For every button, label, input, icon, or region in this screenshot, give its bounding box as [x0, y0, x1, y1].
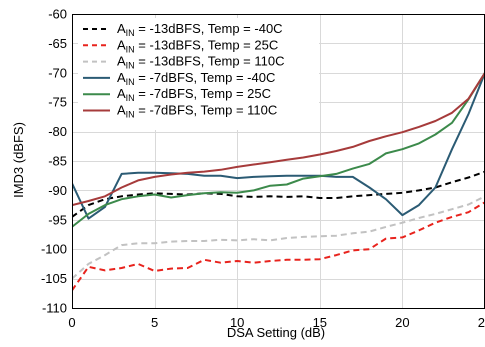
- legend-box: [78, 18, 319, 130]
- x-axis-title: DSA Setting (dB): [227, 325, 325, 340]
- x-tick-label: 0: [68, 315, 75, 330]
- y-tick-label: -90: [48, 183, 67, 198]
- axis-ticks: -110 -105 -100 -95 -90 -85 -80 -75 -70 -65 -60 0 5 10…: [41, 7, 485, 331]
- y-tick-label: -65: [48, 36, 67, 51]
- legend-label: AIN = -13dBFS, Temp = 25C: [117, 37, 278, 54]
- y-tick-label: -70: [48, 65, 67, 80]
- series-line-3: [72, 195, 485, 280]
- y-tick-label: -95: [48, 212, 67, 227]
- x-tick-label: 15: [313, 315, 327, 330]
- y-tick-label: -75: [48, 95, 67, 110]
- x-tick-label: 2: [478, 315, 485, 330]
- series-line-2: [72, 201, 485, 291]
- series-line-1: [72, 170, 485, 218]
- legend-label: AIN = -7dBFS, Temp = 110C: [117, 103, 277, 120]
- series-line-4: [72, 72, 485, 220]
- x-tick-label: 5: [151, 315, 158, 330]
- y-tick-label: -80: [48, 124, 67, 139]
- y-tick-label: -100: [41, 242, 67, 257]
- legend-label: AIN = -7dBFS, Temp = 25C: [117, 86, 271, 103]
- y-tick-label: -110: [42, 301, 67, 316]
- legend-label: AIN = -13dBFS, Temp = 110C: [117, 54, 285, 71]
- y-tick-label: -105: [41, 271, 67, 286]
- series-layer: [72, 72, 485, 291]
- x-tick-label: 20: [395, 315, 409, 330]
- y-tick-label: -85: [48, 154, 67, 169]
- x-tick-label: 10: [230, 315, 244, 330]
- y-axis-title: IMD3 (dBFS): [11, 122, 26, 198]
- legend-label: AIN = -7dBFS, Temp = -40C: [117, 70, 275, 87]
- series-line-5: [72, 72, 485, 228]
- series-line-6: [72, 72, 485, 207]
- y-tick-label: -60: [48, 7, 67, 22]
- legend-label: AIN = -13dBFS, Temp = -40C: [117, 21, 283, 38]
